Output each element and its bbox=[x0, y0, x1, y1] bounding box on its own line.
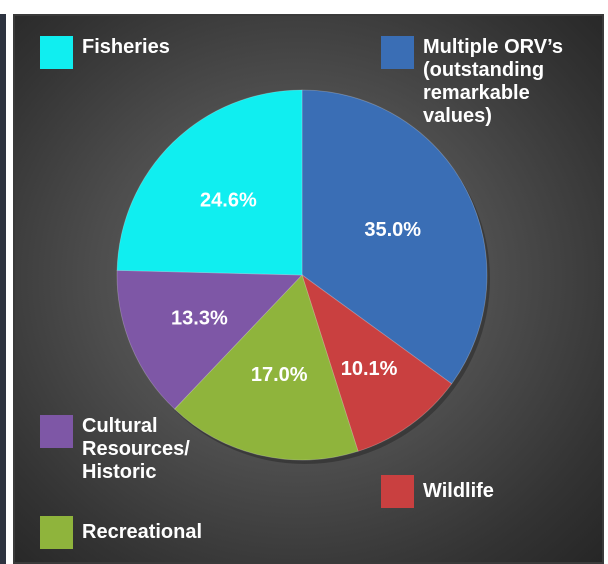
pie-slice-fisheries bbox=[116, 89, 303, 276]
legend-item-fisheries: Fisheries bbox=[40, 36, 170, 69]
legend-swatch-recreational bbox=[40, 516, 73, 549]
legend-swatch-multiple-orvs bbox=[381, 36, 414, 69]
title-strip bbox=[0, 0, 608, 14]
pie-slice-recreational bbox=[173, 274, 359, 461]
legend-swatch-cultural bbox=[40, 415, 73, 448]
legend-label-wildlife: Wildlife bbox=[423, 480, 494, 502]
slice-label-recreational: 17.0% bbox=[251, 364, 308, 386]
legend-label-recreational: Recreational bbox=[82, 521, 203, 543]
legend-swatch-wildlife bbox=[381, 475, 414, 508]
legend-label-cultural: Cultural Resources/ Historic bbox=[82, 415, 190, 483]
slice-label-cultural: 13.3% bbox=[171, 308, 228, 330]
chart-panel: 35.0% 10.1% 17.0% 13.3% 24.6% Fisheries Mult… bbox=[13, 14, 604, 564]
legend-label-fisheries: Fisheries bbox=[82, 36, 170, 58]
slice-label-wildlife: 10.1% bbox=[341, 358, 398, 380]
pie-slice-wildlife bbox=[301, 273, 453, 452]
legend-item-wildlife: Wildlife bbox=[381, 475, 494, 508]
pie-chart: 35.0% 10.1% 17.0% 13.3% 24.6% bbox=[116, 89, 490, 464]
legend-label-multiple-orvs: Multiple ORV’s (outstanding remarkable v… bbox=[423, 36, 564, 127]
legend-item-recreational: Recreational bbox=[40, 516, 202, 549]
slice-label-fisheries: 24.6% bbox=[200, 190, 257, 212]
slice-label-multiple-orvs: 35.0% bbox=[364, 219, 421, 241]
left-accent-bar bbox=[0, 14, 6, 564]
legend-swatch-fisheries bbox=[40, 36, 73, 69]
legend-item-cultural: Cultural Resources/ Historic bbox=[40, 415, 190, 484]
pie-slice-cultural bbox=[116, 269, 303, 410]
pie-slice-multiple-orvs bbox=[301, 89, 488, 385]
legend-item-multiple-orvs: Multiple ORV’s (outstanding remarkable v… bbox=[381, 36, 563, 128]
